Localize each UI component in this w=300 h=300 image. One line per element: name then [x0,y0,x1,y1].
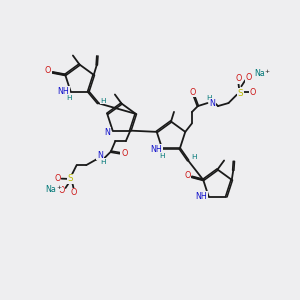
Text: O: O [184,171,190,180]
Text: O: O [235,74,242,83]
Text: H: H [100,98,106,104]
Text: O: O [250,88,256,97]
Text: O: O [58,186,64,195]
Text: S: S [68,174,74,183]
Text: Na: Na [254,69,265,78]
Text: N: N [104,128,110,136]
Text: H: H [191,154,197,160]
Text: S: S [238,89,243,98]
Text: O: O [45,67,51,76]
Text: O: O [70,188,77,197]
Text: H: H [159,153,164,159]
Text: N: N [97,151,103,160]
Text: NH: NH [150,145,162,154]
Text: Na: Na [46,185,57,194]
Text: N: N [209,99,215,108]
Text: O: O [190,88,196,97]
Text: H: H [206,95,212,101]
Text: +: + [264,69,269,74]
Text: O: O [54,174,61,183]
Text: +: + [56,185,61,190]
Text: H: H [100,159,106,165]
Text: O: O [121,148,127,158]
Text: NH: NH [57,87,69,96]
Text: H: H [66,95,72,101]
Text: O: O [246,74,252,82]
Text: NH: NH [195,192,207,201]
